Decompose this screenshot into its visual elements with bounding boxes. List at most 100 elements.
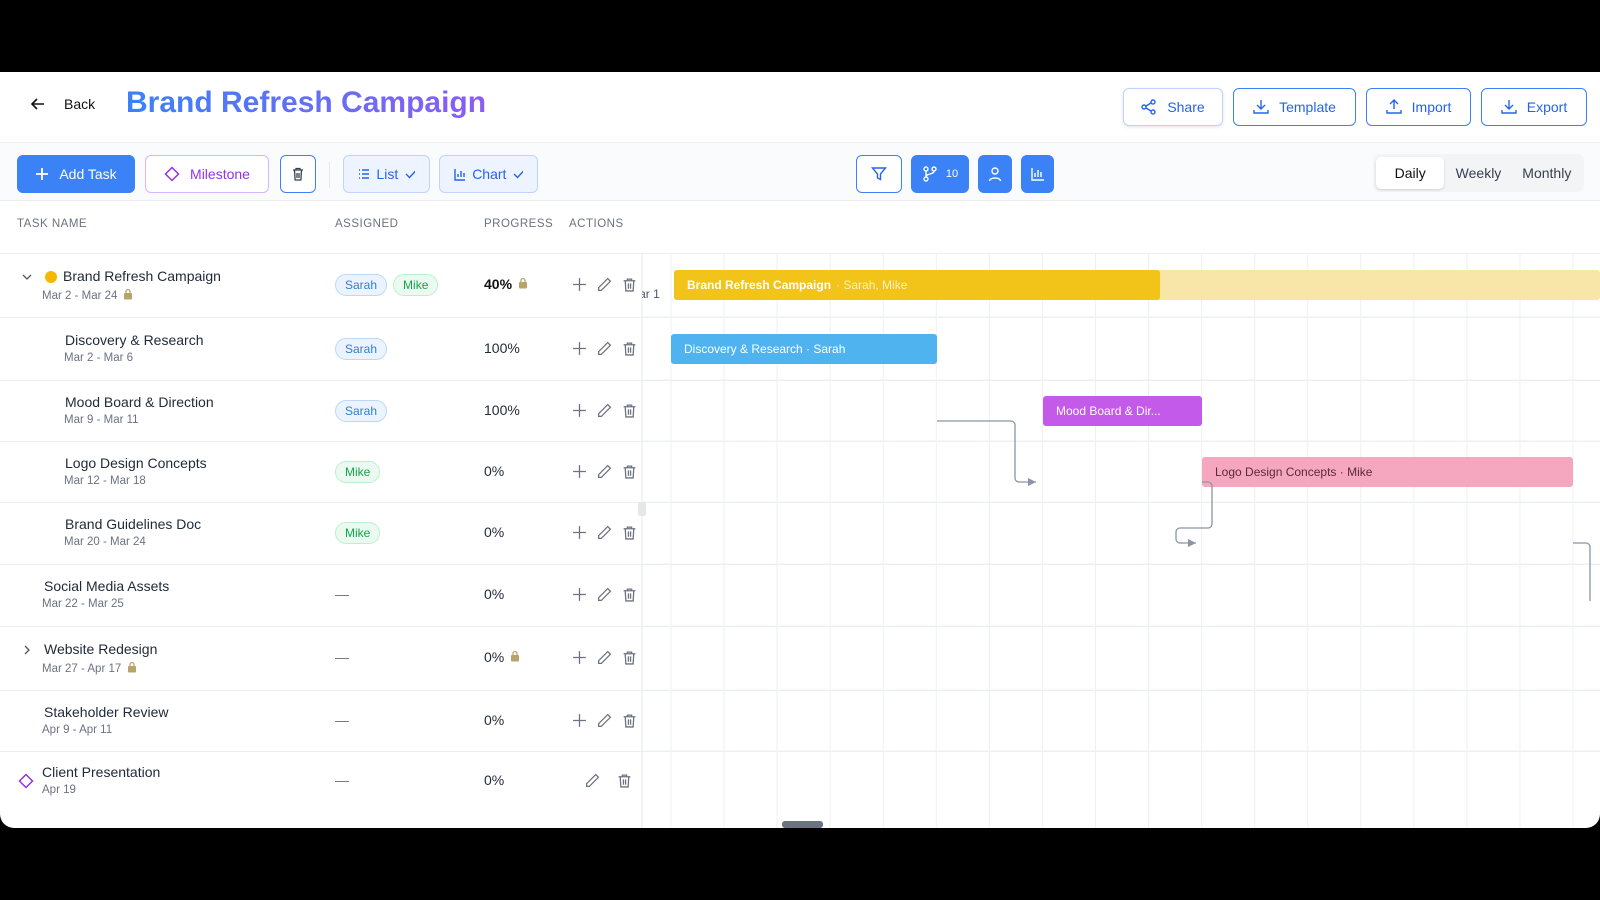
column-header: ACTIONS <box>569 218 624 230</box>
expand-toggle[interactable] <box>21 643 33 661</box>
add-task-button[interactable]: Add Task <box>17 155 135 193</box>
task-row[interactable]: Logo Design Concepts Mar 12 - Mar 18 Mike 0… <box>0 441 642 502</box>
plus-action[interactable] <box>572 587 587 607</box>
trash-action[interactable] <box>622 341 637 361</box>
trash-action[interactable] <box>617 773 632 793</box>
plus-action[interactable] <box>572 525 587 545</box>
assignee-pill: Mike <box>335 522 381 544</box>
progress: 0% <box>484 649 520 665</box>
task-name: Brand Guidelines Doc <box>65 516 202 532</box>
list-toggle[interactable]: List <box>343 155 430 193</box>
task-row[interactable]: Stakeholder Review Apr 9 - Apr 11 — 0% <box>0 690 642 751</box>
edit-action[interactable] <box>597 464 612 484</box>
gantt-bar[interactable] <box>1043 396 1202 426</box>
header-button[interactable]: Import <box>1366 88 1471 126</box>
task-row[interactable]: Social Media Assets Mar 22 - Mar 25 — 0% <box>0 564 642 626</box>
trash-action[interactable] <box>622 403 637 423</box>
lock-icon <box>518 276 528 292</box>
progress: 0% <box>484 463 504 479</box>
trash-action[interactable] <box>622 277 637 297</box>
chart-toggle[interactable]: Chart <box>439 155 538 193</box>
delete-button[interactable] <box>280 155 316 193</box>
view-option[interactable]: Weekly <box>1455 165 1502 181</box>
filter-button[interactable] <box>856 155 902 193</box>
plus-action[interactable] <box>572 650 587 670</box>
plus-action[interactable] <box>572 277 587 297</box>
edit-action[interactable] <box>597 525 612 545</box>
back-button[interactable]: Back <box>30 96 95 112</box>
scrollbar[interactable] <box>782 821 823 828</box>
trash-action[interactable] <box>622 525 637 545</box>
task-name: Social Media Assets <box>44 578 170 594</box>
trash-action[interactable] <box>622 587 637 607</box>
button-label: Template <box>1279 99 1336 115</box>
progress-value: 0% <box>484 711 505 728</box>
status-dot <box>45 271 57 283</box>
progress-value: 0% <box>484 649 505 665</box>
header-button[interactable]: Template <box>1233 88 1356 126</box>
bar-title: Discovery & Research · Sarah <box>684 342 845 356</box>
progress: 100% <box>484 402 520 418</box>
view-option[interactable]: Daily <box>1376 157 1445 189</box>
split-handle[interactable] <box>638 502 646 516</box>
header-button[interactable]: Export <box>1481 88 1587 126</box>
trash-action[interactable] <box>622 713 637 733</box>
column-header: TASK NAME <box>17 218 88 230</box>
bar-title: Brand Refresh Campaign <box>687 278 831 292</box>
lock-icon <box>123 288 133 303</box>
task-dates: Apr 19 <box>42 784 76 796</box>
stats-button[interactable] <box>1021 155 1054 193</box>
gantt-bar[interactable] <box>1202 457 1573 487</box>
date-range: Mar 20 - Mar 24 <box>64 536 146 548</box>
assigned: Sarah <box>335 399 393 422</box>
gantt-bar[interactable] <box>671 334 937 364</box>
plus-action[interactable] <box>572 403 587 423</box>
header-line <box>0 253 1600 254</box>
edit-action[interactable] <box>597 650 612 670</box>
arrow-head <box>1028 478 1036 486</box>
label: Milestone <box>190 166 250 182</box>
edit-action[interactable] <box>597 713 612 733</box>
progress-value: 0% <box>484 462 505 479</box>
task-row[interactable]: Discovery & Research Mar 2 - Mar 6 Sarah 10… <box>0 317 642 380</box>
page-title: Brand Refresh Campaign <box>126 86 487 119</box>
plus-action[interactable] <box>572 341 587 361</box>
header-button[interactable]: Share <box>1123 88 1223 126</box>
task-row[interactable]: Brand Guidelines Doc Mar 20 - Mar 24 Mike 0… <box>0 502 642 564</box>
gantt-bar[interactable] <box>674 270 1160 300</box>
task-row[interactable]: Client Presentation Apr 19 — 0% <box>0 751 642 811</box>
progress: 0% <box>484 772 504 788</box>
progress-value: 0% <box>484 772 505 788</box>
assignee-button[interactable] <box>978 155 1012 193</box>
edit-action[interactable] <box>585 773 600 793</box>
arrow-head <box>1188 539 1196 547</box>
dependencies-button[interactable]: 10 <box>911 155 969 193</box>
milestone-button[interactable]: Milestone <box>145 155 269 193</box>
expand-toggle[interactable] <box>21 270 33 288</box>
plus-action[interactable] <box>572 464 587 484</box>
bar-label: Discovery & Research · Sarah <box>684 342 845 356</box>
edit-action[interactable] <box>597 403 612 423</box>
trash-action[interactable] <box>622 650 637 670</box>
edit-action[interactable] <box>597 277 612 297</box>
view-option[interactable]: Monthly <box>1522 165 1572 181</box>
task-row[interactable]: Website Redesign Mar 27 - Apr 17 — 0% <box>0 626 642 690</box>
button-label: Export <box>1526 99 1568 115</box>
task-dates: Mar 2 - Mar 6 <box>64 352 133 364</box>
button-label: Import <box>1411 99 1452 115</box>
date-range: Mar 2 - Mar 6 <box>64 351 134 364</box>
task-name: Stakeholder Review <box>44 703 169 720</box>
lock-icon <box>510 649 520 665</box>
plus-action[interactable] <box>572 713 587 733</box>
task-dates: Mar 20 - Mar 24 <box>64 536 146 548</box>
bar-label: Logo Design Concepts · Mike <box>1215 465 1373 479</box>
back-label: Back <box>64 96 96 112</box>
task-row[interactable]: Brand Refresh Campaign Mar 2 - Mar 24 Sara… <box>0 253 642 317</box>
task-row[interactable]: Mood Board & Direction Mar 9 - Mar 11 Sara… <box>0 380 642 441</box>
progress: 100% <box>484 340 520 356</box>
edit-action[interactable] <box>597 341 612 361</box>
trash-action[interactable] <box>622 464 637 484</box>
task-dates: Mar 12 - Mar 18 <box>64 475 146 487</box>
edit-action[interactable] <box>597 587 612 607</box>
progress-value: 0% <box>484 586 505 602</box>
